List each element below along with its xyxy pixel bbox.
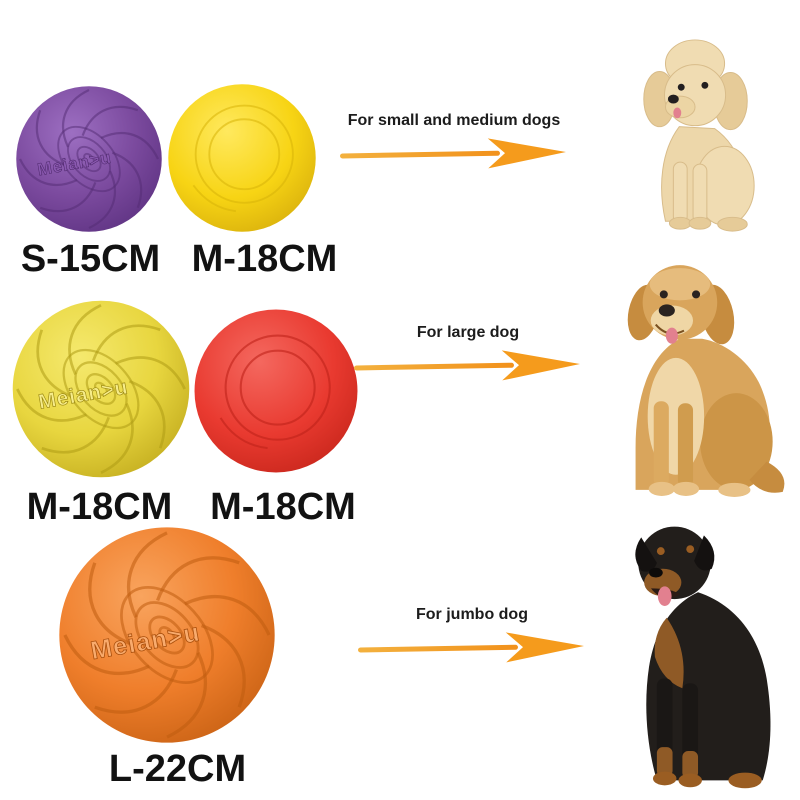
arrow-icon	[358, 632, 584, 663]
size-label: M-18CM	[191, 238, 338, 280]
size-label: M-18CM	[26, 486, 173, 528]
frisbee-orange-large: Meian>u	[56, 524, 278, 746]
frisbee-purple-small: Meian>u	[14, 84, 164, 234]
size-label: M-18CM	[210, 486, 356, 528]
frisbee-yellow-medium-textured: Meian>u	[10, 298, 192, 480]
arrow-annotation-jumbo: For jumbo dog	[356, 606, 588, 666]
audience-label: For small and medium dogs	[347, 112, 561, 129]
rottweiler-photo	[602, 510, 798, 798]
audience-label: For large dog	[416, 324, 520, 341]
audience-label: For jumbo dog	[416, 606, 528, 623]
golden-retriever-photo	[582, 250, 796, 502]
frisbee-yellow-medium-smooth	[166, 82, 318, 234]
frisbee-red-medium	[192, 307, 360, 475]
arrow-icon	[340, 138, 566, 169]
arrow-annotation-small-medium: For small and medium dogs	[338, 112, 570, 172]
arrow-icon	[354, 350, 580, 381]
size-label: S-15CM	[20, 238, 161, 280]
arrow-annotation-large: For large dog	[352, 324, 584, 384]
poodle-photo	[618, 36, 776, 238]
size-label: L-22CM	[108, 748, 247, 790]
